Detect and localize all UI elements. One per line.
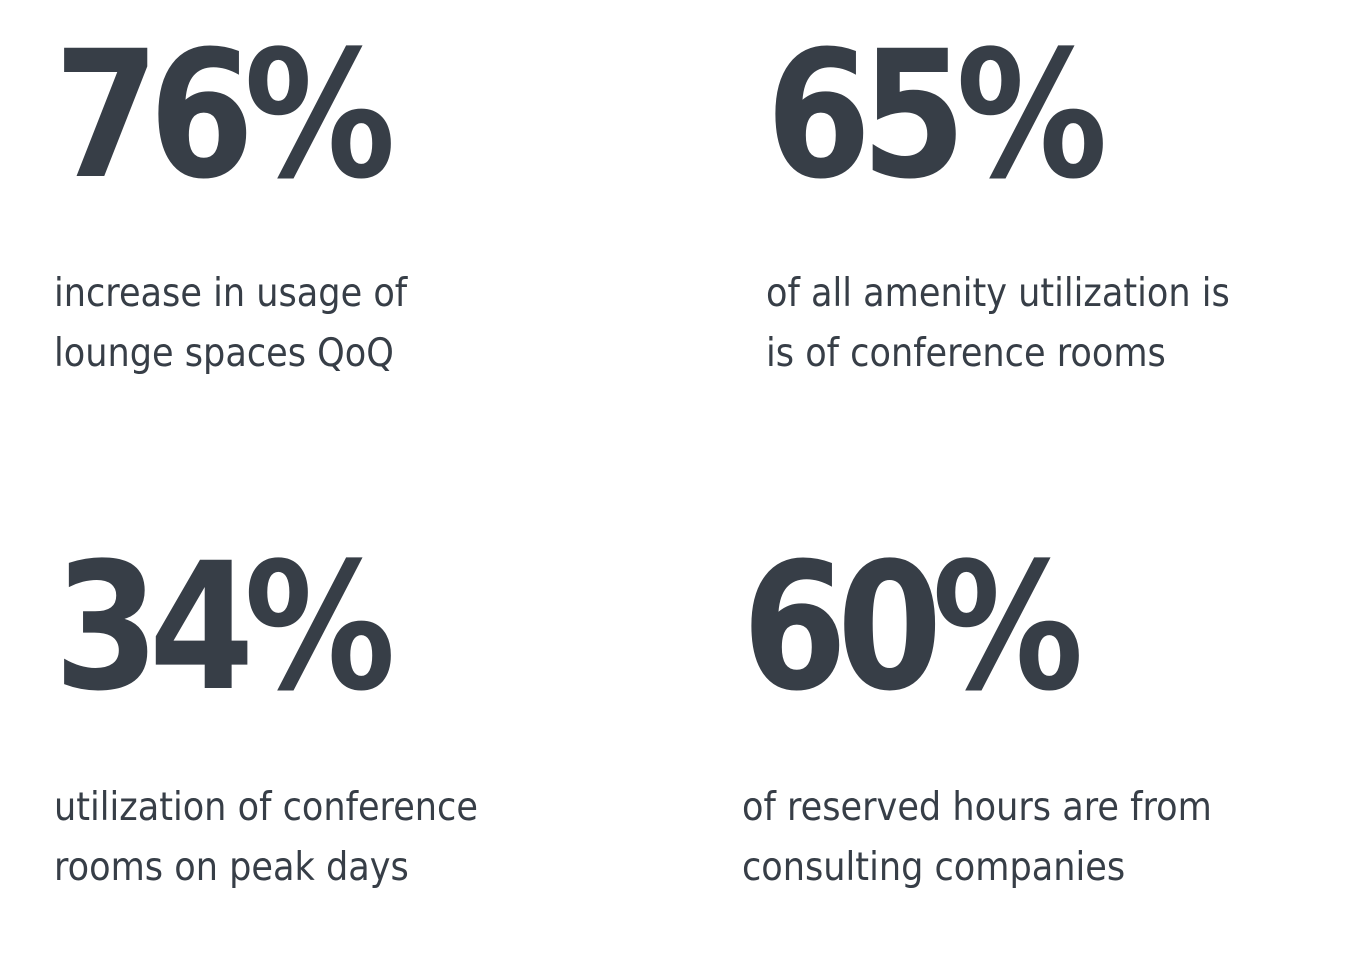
stat-description-line-1: increase in usage of <box>54 271 408 316</box>
stat-description: utilization of conference rooms on peak … <box>54 778 478 898</box>
stat-description-line-2: lounge spaces QoQ <box>54 331 394 376</box>
stat-description: of all amenity utilization is is of conf… <box>766 264 1230 384</box>
stat-card-lounge-usage: 76% increase in usage of lounge spaces Q… <box>54 28 674 408</box>
stat-value: 76% <box>54 13 396 218</box>
stat-card-peak-day-utilization: 34% utilization of conference rooms on p… <box>54 540 674 920</box>
stat-description-line-2: is of conference rooms <box>766 331 1166 376</box>
stat-description-line-2: rooms on peak days <box>54 845 409 890</box>
stat-description-line-1: of reserved hours are from <box>742 785 1212 830</box>
stat-card-reserved-hours: 60% of reserved hours are from consultin… <box>742 540 1352 920</box>
stat-value: 65% <box>766 13 1108 218</box>
stat-description-line-2: consulting companies <box>742 845 1126 890</box>
stat-description-line-1: utilization of conference <box>54 785 478 830</box>
stat-description-line-1: of all amenity utilization is <box>766 271 1230 316</box>
stat-card-amenity-utilization: 65% of all amenity utilization is is of … <box>766 28 1356 408</box>
stat-value: 60% <box>742 525 1084 730</box>
stat-description: increase in usage of lounge spaces QoQ <box>54 264 407 384</box>
stat-description: of reserved hours are from consulting co… <box>742 778 1212 898</box>
stat-value: 34% <box>54 525 396 730</box>
